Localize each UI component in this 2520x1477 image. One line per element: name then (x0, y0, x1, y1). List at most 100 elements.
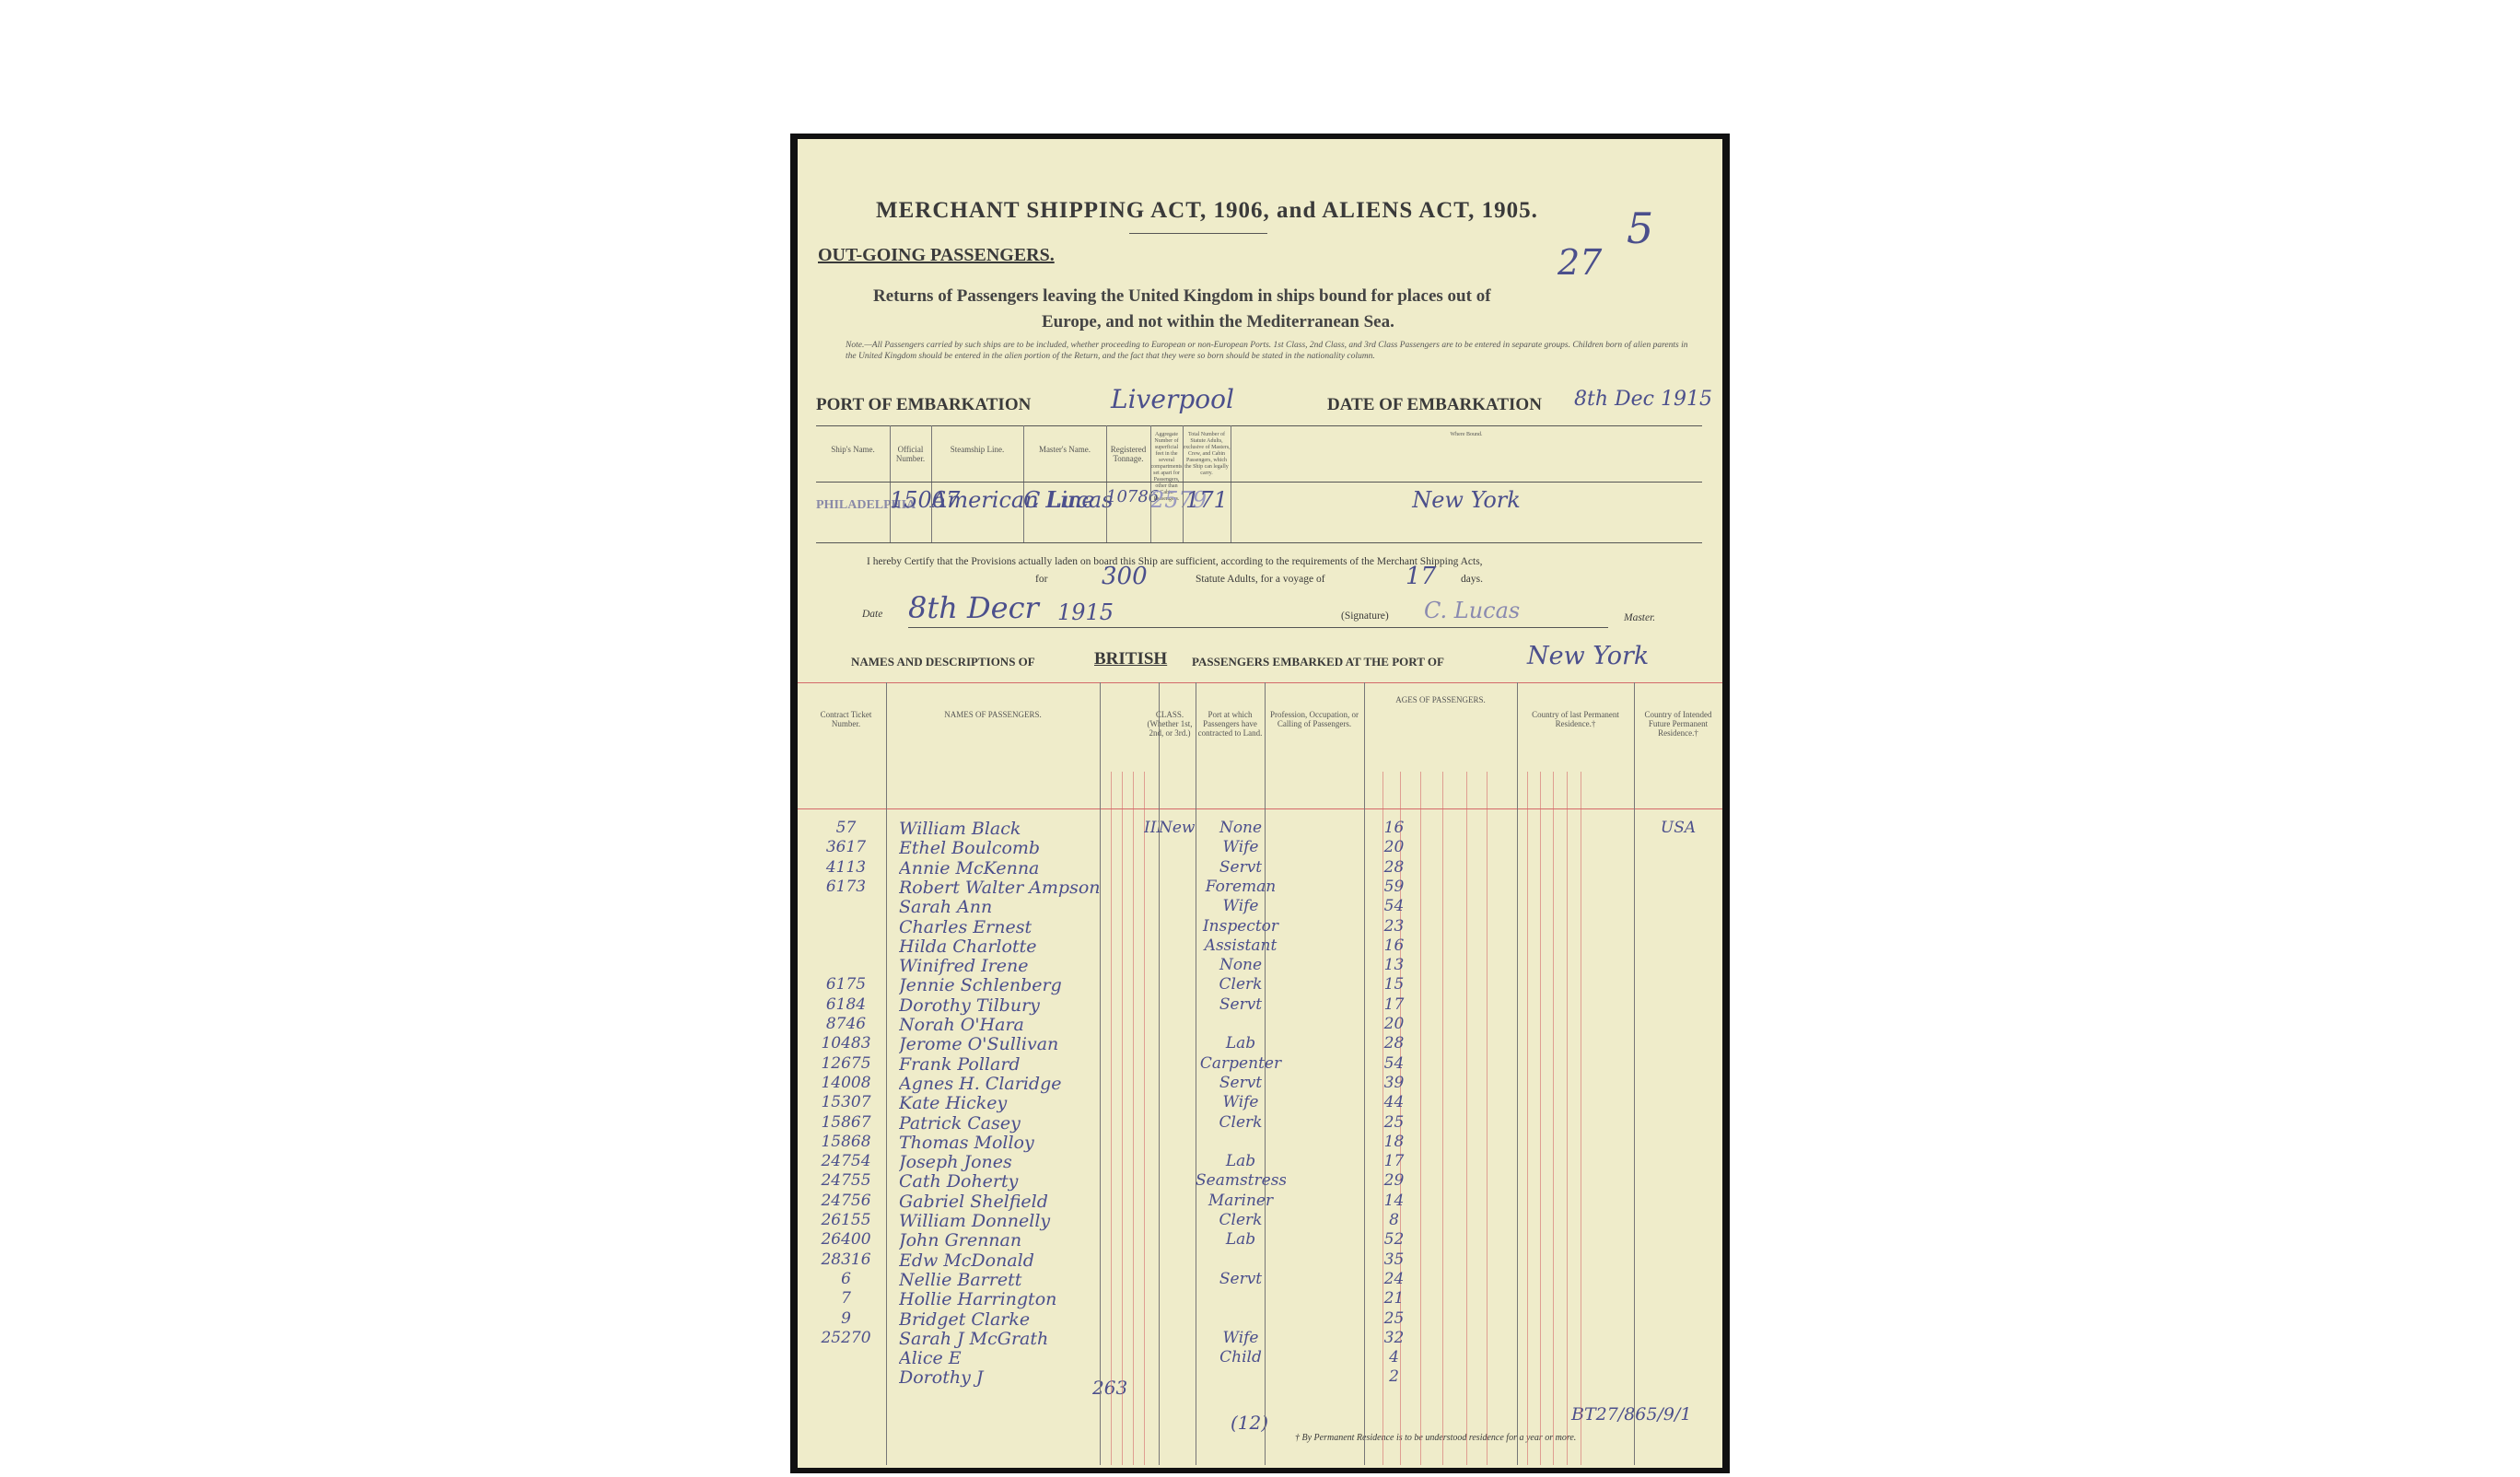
certificate-label: days. (1461, 574, 1483, 585)
column-line (1150, 425, 1151, 542)
cell-occupation: Wife (1222, 838, 1259, 857)
ship-header: Total Number of Statute Adults, exclusiv… (1183, 432, 1231, 476)
cell-name: Kate Hickey (899, 1093, 1008, 1114)
column-line (1553, 772, 1554, 1465)
ship-value: New York (1412, 487, 1521, 513)
cell-ticket: 6184 (825, 994, 867, 1014)
column-line (1527, 772, 1528, 1465)
cell-occupation: None (1219, 819, 1263, 837)
cell-ticket: 7 (841, 1289, 851, 1308)
column-line (1540, 772, 1541, 1465)
cell-occupation: Clerk (1219, 1211, 1263, 1229)
certificate-label: for (1035, 574, 1048, 585)
cell-name: Robert Walter Ampson (899, 877, 1100, 898)
cell-name: William Donnelly (899, 1211, 1051, 1231)
cell-name: Ethel Boulcomb (899, 838, 1041, 859)
passengers-nationality: BRITISH (1094, 649, 1168, 669)
column-line (931, 425, 932, 542)
signature: C. Lucas (1424, 598, 1521, 623)
cell-age: 20 (1383, 1015, 1405, 1033)
certificate-text: I hereby Certify that the Provisions act… (867, 556, 1483, 567)
rule (816, 482, 1702, 483)
cell-name: Bridget Clarke (899, 1308, 1031, 1330)
cell-occupation: Servt (1219, 1269, 1263, 1288)
cell-occupation: Child (1219, 1348, 1262, 1367)
footnote: † By Permanent Residence is to be unders… (1295, 1433, 1577, 1443)
cell-ticket: 24756 (821, 1191, 871, 1210)
ship-value: 10786 (1106, 487, 1160, 506)
cell-ticket: 28316 (821, 1250, 871, 1269)
cell-age: 15 (1383, 975, 1405, 994)
cell-name: Joseph Jones (899, 1152, 1012, 1173)
cell-age: 2 (1389, 1367, 1399, 1387)
cell-ticket: 15307 (821, 1093, 871, 1112)
date-value: 8th Dec 1915 (1574, 388, 1712, 411)
cell-ticket: 3617 (825, 838, 867, 857)
cell-ticket: 4113 (825, 857, 867, 877)
cell-age: 28 (1383, 1034, 1405, 1053)
cell-name: Nellie Barrett (899, 1269, 1022, 1290)
table-header: NAMES OF PASSENGERS. (944, 710, 1042, 719)
ship-header: Steamship Line. (950, 445, 1005, 454)
table-header: Country of Intended Future Permanent Res… (1644, 710, 1712, 738)
cell-name: John Grennan (899, 1230, 1022, 1251)
cell-age: 20 (1383, 838, 1405, 857)
cell-age: 21 (1383, 1289, 1405, 1308)
note: Note.—All Passengers carried by such shi… (846, 341, 1688, 361)
passengers-heading: PASSENGERS EMBARKED AT THE PORT OF (1192, 655, 1444, 669)
cell-occupation: Inspector (1202, 916, 1279, 936)
table-header: Contract Ticket Number. (820, 710, 872, 728)
subtitle: Europe, and not within the Mediterranean… (1042, 312, 1394, 331)
rule (908, 627, 1608, 628)
column-line (1144, 772, 1145, 1465)
rule (798, 808, 1722, 809)
cell-age: 32 (1383, 1328, 1405, 1347)
cell-name: Jennie Schlenberg (899, 975, 1062, 996)
column-line (1517, 682, 1518, 1465)
cell-occupation: Seamstress (1196, 1171, 1286, 1191)
cell-occupation: Lab (1225, 1034, 1256, 1053)
scan-frame: MERCHANT SHIPPING ACT, 1906, and ALIENS … (790, 134, 1730, 1473)
column-line (1106, 425, 1107, 542)
cell-name: Charles Ernest (899, 916, 1032, 937)
cell-occupation: Clerk (1219, 1112, 1263, 1132)
column-line (1265, 682, 1266, 1465)
cell-ticket: 24755 (821, 1171, 871, 1191)
ship-header: Official Number. (895, 445, 926, 463)
column-line (1382, 772, 1383, 1465)
cell-ticket: 15867 (821, 1112, 871, 1132)
archive-reference: BT27/865/9/1 (1571, 1404, 1692, 1425)
port-label: PORT OF EMBARKATION (816, 395, 1032, 414)
cell-name: Thomas Molloy (899, 1132, 1034, 1153)
section-title: OUT-GOING PASSENGERS. (818, 245, 1055, 265)
cell-age: 13 (1383, 956, 1405, 975)
certificate-label: Statute Adults, for a voyage of (1196, 574, 1325, 585)
rule (816, 425, 1702, 426)
table-header: Profession, Occupation, or Calling of Pa… (1270, 710, 1359, 728)
cell-age: 17 (1383, 1152, 1405, 1171)
cell-age: 25 (1383, 1308, 1405, 1328)
cell-age: 35 (1383, 1250, 1405, 1269)
cell-name: Patrick Casey (899, 1112, 1021, 1134)
document: MERCHANT SHIPPING ACT, 1906, and ALIENS … (798, 139, 1722, 1468)
cell-port: New York (1159, 819, 1196, 837)
column-line (1159, 682, 1160, 1465)
ship-value: 15067 (890, 487, 961, 513)
column-line (1487, 772, 1488, 1465)
total: 263 (1092, 1377, 1128, 1399)
reference-number: 5 (1627, 204, 1654, 253)
cell-age: 39 (1383, 1073, 1405, 1092)
passengers-heading: NAMES AND DESCRIPTIONS OF (851, 655, 1035, 669)
cell-ticket: 14008 (821, 1073, 871, 1092)
column-line (1466, 772, 1467, 1465)
cell-occupation: None (1219, 956, 1263, 975)
column-line (1634, 682, 1635, 1465)
cell-intended: USA (1660, 819, 1697, 837)
cell-name: Agnes H. Claridge (899, 1073, 1062, 1094)
ship-header: Where Bound. (1450, 432, 1483, 437)
cell-ticket: 9 (841, 1308, 851, 1328)
cell-occupation: Lab (1225, 1152, 1256, 1171)
cell-age: 54 (1383, 897, 1405, 916)
cell-age: 4 (1389, 1348, 1399, 1367)
